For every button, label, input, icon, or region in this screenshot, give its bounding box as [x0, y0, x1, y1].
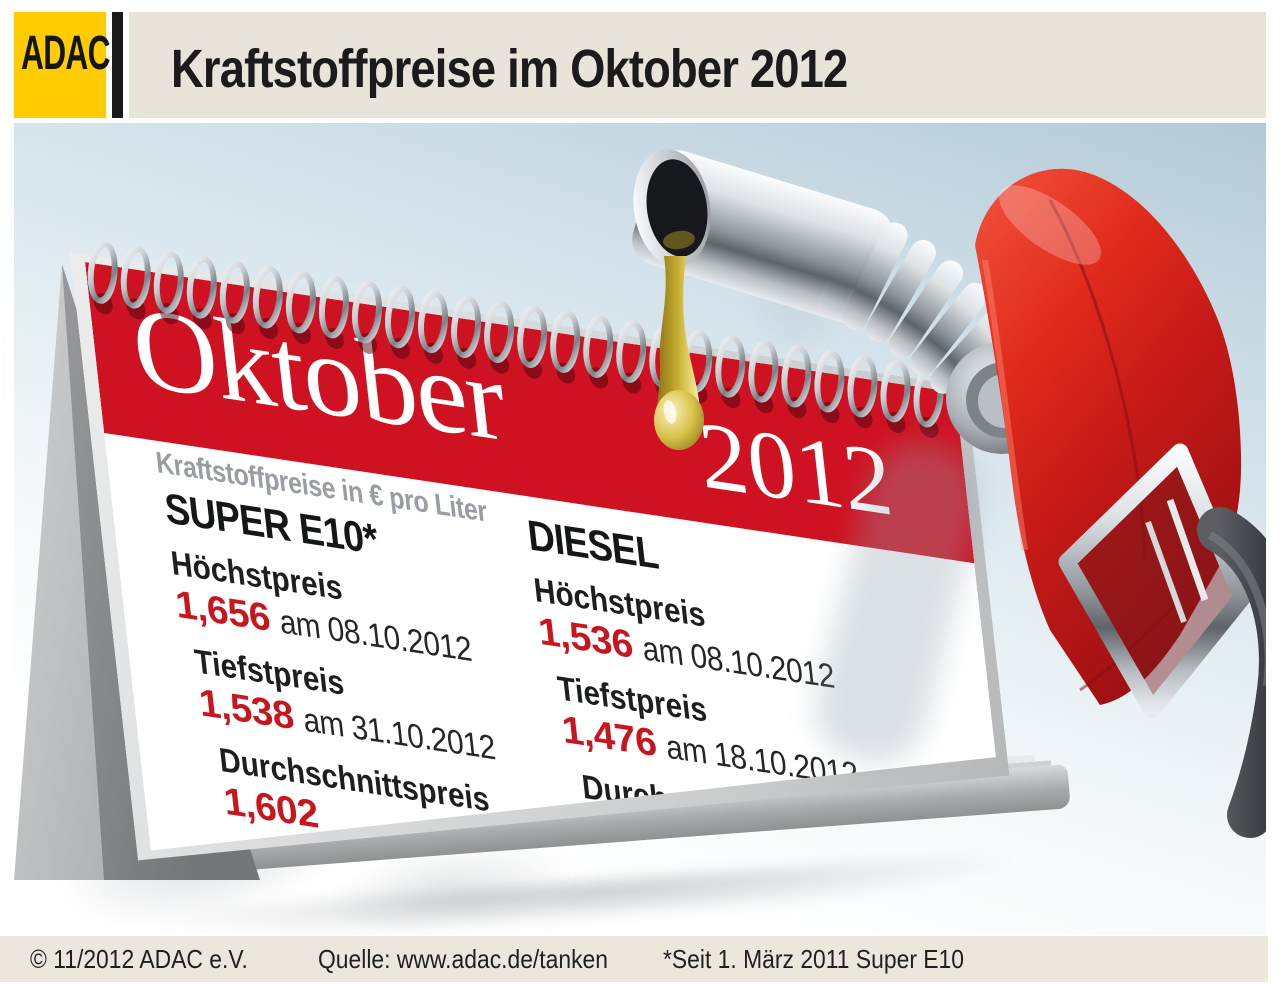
source-text: Quelle: www.adac.de/tanken [317, 943, 608, 974]
fuel-nozzle-illustration [632, 149, 1266, 838]
logo-divider-bar [112, 12, 123, 118]
fuel-hose [1197, 507, 1266, 838]
header-band: Kraftstoffpreise im Oktober 2012 [129, 12, 1266, 118]
footnote-text: *Seit 1. März 2011 Super E10 [663, 943, 965, 974]
oil-drop-icon [654, 256, 704, 450]
page-title: Kraftstoffpreise im Oktober 2012 [171, 39, 848, 99]
footer-bar: © 11/2012 ADAC e.V. Quelle: www.adac.de/… [0, 936, 1268, 982]
nozzle-red-body [975, 168, 1242, 706]
copyright-text: © 11/2012 ADAC e.V. [30, 943, 248, 974]
adac-logo-text: ADAC [21, 27, 111, 80]
adac-logo: ADAC [14, 12, 111, 118]
illustration-scene: Oktober 2012 Kraftstoffpreise in € pro L… [14, 123, 1266, 935]
